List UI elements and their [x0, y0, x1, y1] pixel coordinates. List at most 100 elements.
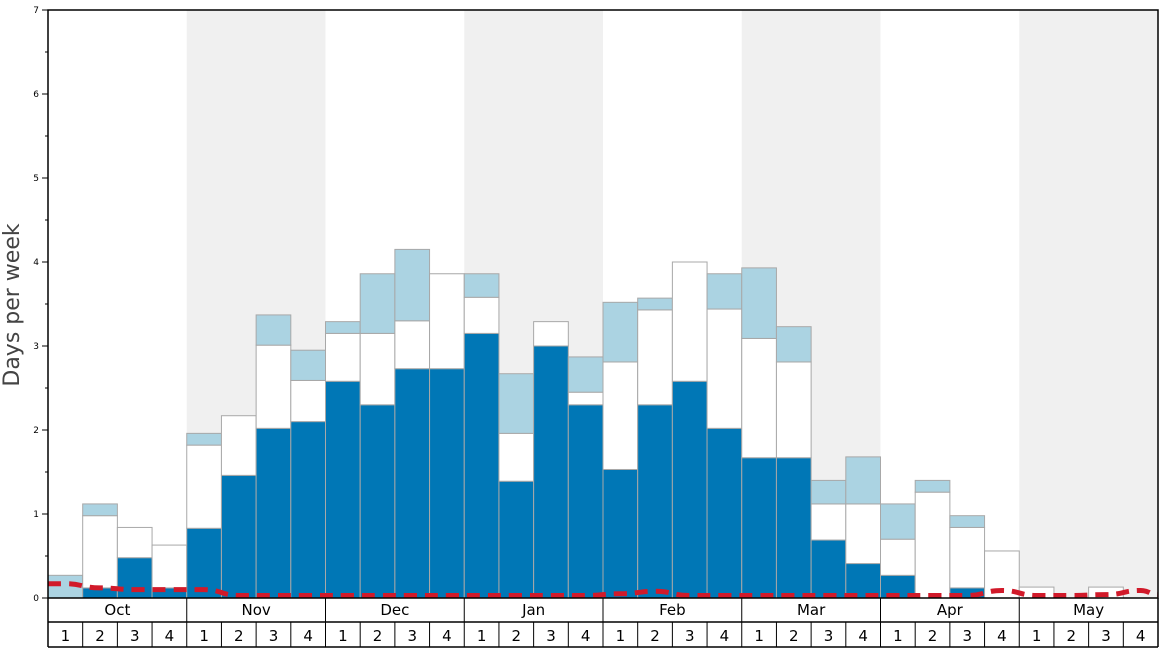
- week-label: 2: [650, 627, 660, 645]
- week-label: 1: [477, 627, 487, 645]
- month-label-may: May: [1073, 601, 1104, 619]
- bar-segment: [255, 427, 292, 599]
- bar-segment: [602, 361, 639, 470]
- bar-segment: [498, 373, 535, 434]
- bar-segment: [359, 332, 396, 406]
- week-label: 1: [61, 627, 71, 645]
- bar-segment: [255, 344, 292, 429]
- bar-segment: [671, 261, 708, 382]
- bar-segment: [82, 515, 118, 589]
- bar-segment: [116, 526, 153, 559]
- month-shade-may: [1019, 10, 1158, 598]
- bar-segment: [949, 515, 986, 528]
- bar-segment: [463, 296, 500, 334]
- bar-segment: [290, 379, 326, 423]
- y-tick-label: 2: [33, 426, 39, 436]
- y-tick-label: 5: [33, 174, 39, 184]
- bar-segment: [775, 326, 812, 363]
- bar-segment: [429, 273, 465, 370]
- week-label: 2: [1067, 627, 1077, 645]
- week-label: 3: [685, 627, 695, 645]
- week-label: 3: [962, 627, 972, 645]
- bar-segment: [810, 479, 847, 505]
- month-label-apr: Apr: [937, 601, 964, 619]
- bar-segment: [186, 444, 222, 529]
- y-tick-label: 6: [33, 90, 39, 100]
- month-label-oct: Oct: [104, 601, 130, 619]
- bar-segment: [567, 391, 604, 406]
- bar-segment: [637, 404, 673, 599]
- week-label: 1: [616, 627, 626, 645]
- week-label: 1: [338, 627, 348, 645]
- bar-segment: [741, 267, 777, 339]
- axis-layer: 0 1 2 3 4 5 6 7 Oct Nov Dec Jan Feb Mar Apr May 1 2 3 4 1 2 3 4…: [33, 6, 1159, 648]
- bar-segment: [498, 432, 535, 482]
- week-label: 3: [130, 627, 140, 645]
- dashed-trend-line: [48, 581, 1159, 598]
- bar-segment: [880, 538, 916, 576]
- week-label: 4: [303, 627, 313, 645]
- month-label-dec: Dec: [380, 601, 409, 619]
- bar-segment: [775, 361, 812, 459]
- week-label: 3: [1101, 627, 1111, 645]
- week-label: 3: [546, 627, 556, 645]
- bar-segment: [602, 468, 639, 599]
- month-label-jan: Jan: [521, 601, 545, 619]
- bar-segment: [810, 503, 847, 541]
- bar-segment: [775, 457, 812, 599]
- bar-segment: [602, 301, 639, 363]
- bar-segment: [186, 432, 222, 446]
- y-tick-label: 3: [33, 342, 39, 352]
- month-label-nov: Nov: [241, 601, 270, 619]
- bar-segment: [949, 526, 986, 589]
- week-label: 4: [720, 627, 730, 645]
- bars-layer: [47, 248, 1124, 599]
- bar-segment: [914, 491, 951, 599]
- bar-segment: [359, 273, 396, 334]
- week-label: 4: [581, 627, 591, 645]
- week-label: 4: [442, 627, 452, 645]
- bar-segment: [220, 474, 257, 599]
- bar-segment: [845, 563, 881, 599]
- week-label: 4: [165, 627, 175, 645]
- bar-segment: [325, 321, 361, 334]
- bar-segment: [637, 297, 673, 311]
- week-label: 2: [234, 627, 244, 645]
- bar-segment: [567, 356, 604, 393]
- month-label-feb: Feb: [659, 601, 686, 619]
- bar-segment: [463, 273, 500, 298]
- bar-segment: [359, 404, 396, 599]
- bar-segment: [255, 314, 292, 346]
- bar-segment: [325, 332, 361, 382]
- bar-segment: [498, 480, 535, 599]
- bar-segment: [220, 415, 257, 476]
- bar-segment: [845, 503, 881, 565]
- bar-segment: [810, 539, 847, 599]
- week-label: 2: [373, 627, 383, 645]
- bar-segment: [880, 503, 916, 540]
- bar-segment: [637, 309, 673, 406]
- bar-segment: [706, 427, 743, 599]
- week-label: 3: [269, 627, 279, 645]
- bar-segment: [394, 320, 431, 370]
- bar-segment: [429, 368, 465, 599]
- bar-segment: [394, 368, 431, 599]
- week-label: 2: [95, 627, 105, 645]
- y-tick-label: 1: [33, 510, 39, 520]
- bar-segment: [290, 349, 326, 381]
- month-shading-layer: [186, 10, 1158, 598]
- week-label: 2: [512, 627, 522, 645]
- week-label: 2: [789, 627, 799, 645]
- bar-segment: [463, 332, 500, 599]
- y-tick-label: 4: [33, 258, 39, 268]
- bar-segment: [82, 503, 118, 517]
- y-tick-label: 0: [33, 594, 39, 604]
- bar-segment: [671, 380, 708, 599]
- week-label: 4: [858, 627, 868, 645]
- bar-segment: [290, 421, 326, 599]
- bar-segment: [325, 380, 361, 599]
- week-label: 1: [1032, 627, 1042, 645]
- y-axis-label: Days per week: [0, 223, 25, 386]
- bar-segment: [533, 321, 569, 347]
